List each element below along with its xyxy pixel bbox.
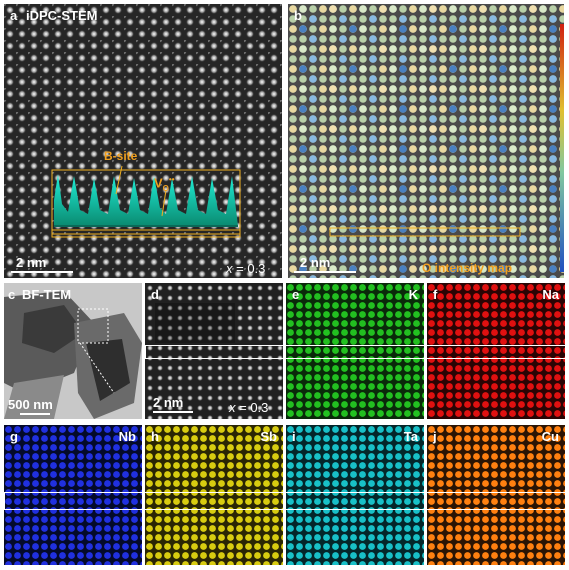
element-label: K [408, 287, 418, 302]
panel-f-na-map: f Na [427, 283, 565, 419]
scale-bar [20, 413, 50, 415]
panel-g-nb-map: g Nb [4, 425, 142, 565]
eds-ta-map [286, 425, 424, 565]
panel-e-k-map: e K [286, 283, 424, 419]
composition-label: x = 0.3 [226, 261, 266, 276]
scale-bar [153, 411, 193, 413]
o-intensity-map-image [288, 4, 564, 278]
haadf-lattice-image [145, 283, 283, 419]
map-label: O intensity map [422, 261, 513, 275]
eds-k-map [286, 283, 424, 419]
element-label: Cu [541, 429, 559, 444]
element-label: Na [542, 287, 559, 302]
panel-i-ta-map: i Ta [286, 425, 424, 565]
panel-letter: h [151, 429, 159, 444]
panel-letter: c [8, 287, 16, 302]
eds-sb-map [145, 425, 283, 565]
element-label: Sb [260, 429, 277, 444]
eds-na-map [427, 283, 565, 419]
oxygen-vacancy-label: VO•• [154, 175, 175, 193]
panel-letter: g [10, 429, 18, 444]
panel-letter: j [433, 429, 437, 444]
scale-bar-label: 2 nm [300, 255, 331, 270]
eds-cu-map [427, 425, 565, 565]
panel-c-bf-tem: c BF-TEM 500 nm [4, 283, 142, 419]
scale-bar-label: 500 nm [8, 397, 53, 412]
panel-letter: a [10, 8, 18, 23]
panel-letter: e [292, 287, 300, 302]
scale-bar-label: 2 nm [16, 255, 47, 270]
panel-letter: f [433, 287, 438, 302]
panel-j-cu-map: j Cu [427, 425, 565, 565]
highlight-box-row1 [145, 345, 567, 359]
b-site-label: B-site [104, 149, 138, 163]
eds-nb-map [4, 425, 142, 565]
intensity-profile [54, 174, 238, 226]
panel-letter: b [294, 8, 302, 23]
scale-bar [294, 271, 356, 273]
bf-tem-image [4, 283, 142, 419]
atomic-lattice-image [4, 4, 282, 278]
scale-bar-label: 2 nm [153, 395, 184, 410]
composition-label: x = 0.3 [229, 400, 269, 415]
panel-b-o-intensity-map: b 2 nm O intensity map [288, 4, 564, 278]
panel-d-haadf: d 2 nm x = 0.3 [145, 283, 283, 419]
element-label: Ta [403, 429, 418, 444]
panel-title: BF-TEM [22, 287, 72, 302]
panel-h-sb-map: h Sb [145, 425, 283, 565]
panel-a-idpc-stem: a iDPC-STEM B-site VO•• 2 nm x = 0.3 [4, 4, 282, 278]
highlight-box-row2 [4, 492, 567, 510]
panel-title: iDPC-STEM [26, 8, 98, 23]
panel-letter: d [151, 287, 159, 302]
panel-letter: i [292, 429, 296, 444]
element-label: Nb [118, 429, 136, 444]
scale-bar [11, 271, 73, 273]
